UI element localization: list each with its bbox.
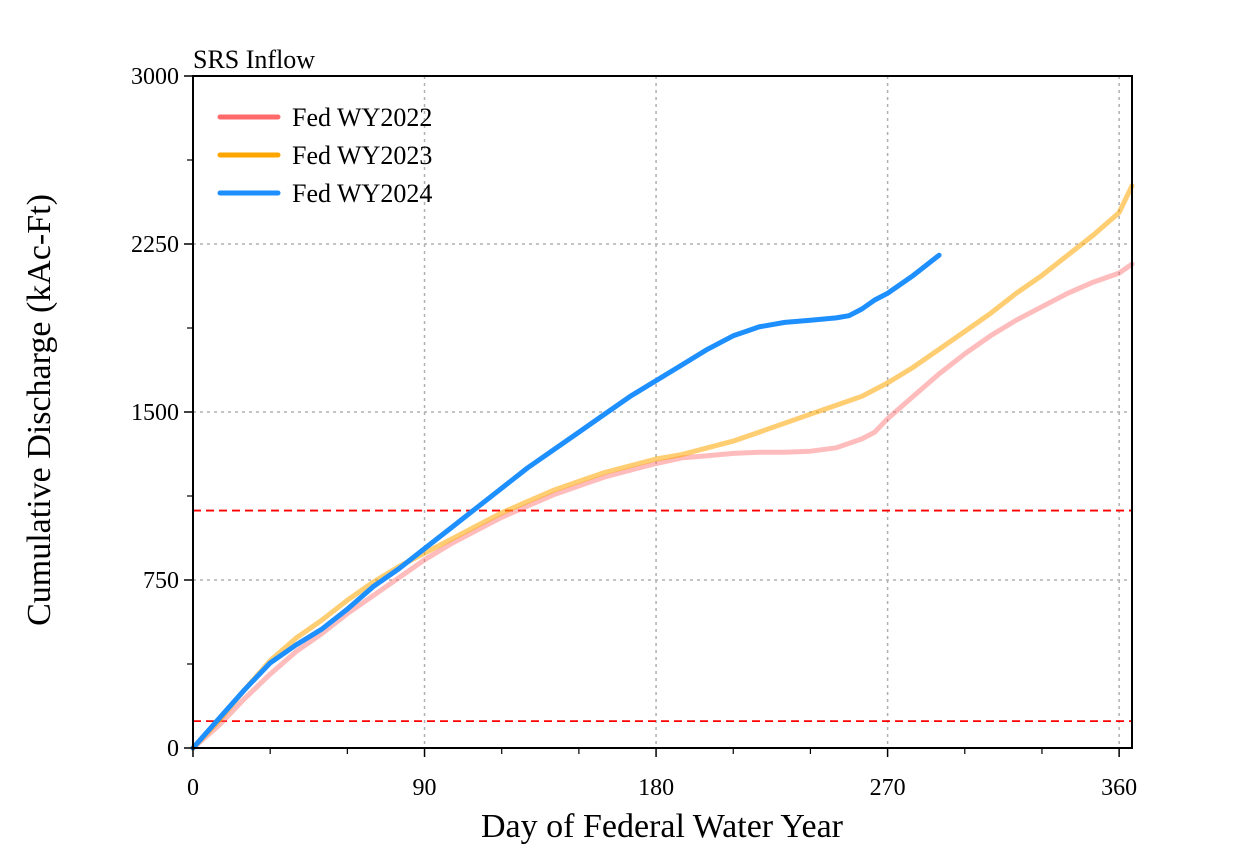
x-tick-labels: 0 90 180 270 360 [187,775,1137,801]
x-axis-title: Day of Federal Water Year [481,808,844,845]
x-tick-label: 360 [1101,775,1137,801]
x-tick-label: 270 [870,775,906,801]
reference-lines [193,509,1132,723]
x-tick-label: 180 [638,775,674,801]
y-tick-label: 2250 [131,232,179,258]
grid-lines [193,76,1132,748]
y-tick-label: 3000 [131,64,179,90]
y-tick-label: 0 [167,736,179,762]
y-tick-label: 750 [143,568,179,594]
legend-label: Fed WY2024 [292,179,432,208]
series-line-fed-wy2022 [190,261,1135,751]
series-line-fed-wy2023 [190,183,1135,751]
axis-ticks [184,75,1120,757]
data-series [190,183,1135,751]
chart-title: SRS Inflow [193,45,315,74]
series-line-fed-wy2024 [190,252,942,751]
y-tick-label: 1500 [131,400,179,426]
x-tick-label: 0 [187,775,199,801]
x-tick-label: 90 [413,775,437,801]
legend: Fed WY2022 Fed WY2023 Fed WY2024 [217,103,432,208]
legend-label: Fed WY2022 [292,103,432,132]
y-axis-title: Cumulative Discharge (kAc-Ft) [21,194,58,626]
legend-label: Fed WY2023 [292,141,432,170]
y-tick-labels: 0 750 1500 2250 3000 [131,64,179,762]
